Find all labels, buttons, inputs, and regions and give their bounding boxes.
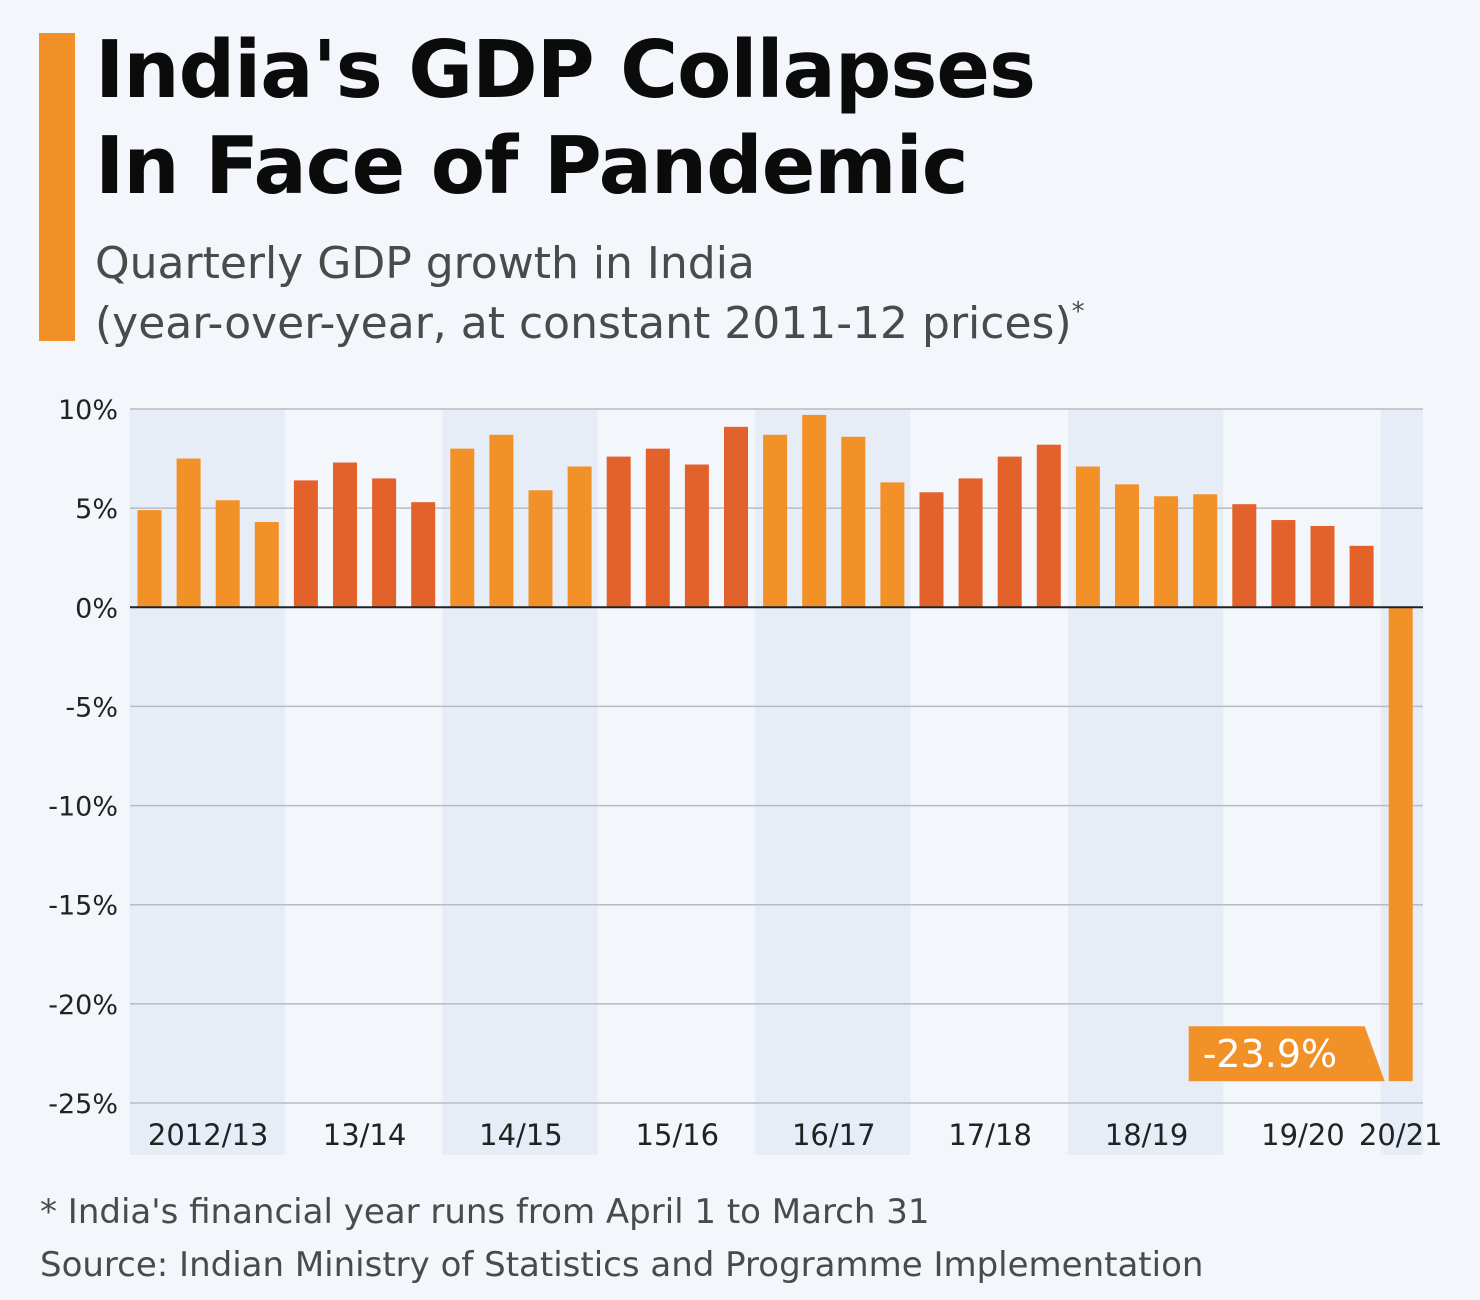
bar bbox=[489, 434, 514, 608]
chart-subtitle: Quarterly GDP growth in India (year-over… bbox=[95, 234, 1395, 354]
bar bbox=[1115, 484, 1139, 608]
subtitle-line-2: (year-over-year, at constant 2011-12 pri… bbox=[95, 294, 1395, 354]
bars bbox=[137, 414, 1413, 1082]
bar bbox=[1349, 545, 1374, 608]
bar bbox=[645, 448, 670, 608]
bar bbox=[1232, 504, 1257, 608]
x-year-label: 14/15 bbox=[479, 1118, 563, 1152]
bar bbox=[763, 434, 788, 608]
x-year-label: 16/17 bbox=[792, 1118, 876, 1152]
title-line-1: India's GDP Collapses bbox=[95, 24, 1036, 116]
bar bbox=[528, 490, 553, 608]
bar bbox=[958, 478, 983, 608]
bar bbox=[215, 500, 240, 608]
y-tick-label: -25% bbox=[48, 1089, 118, 1120]
x-year-label: 2012/13 bbox=[148, 1118, 268, 1152]
bar-chart: 10% 5% 0% -5% -10% -15% -20% -25% 2012/13 13/14 1… bbox=[48, 395, 1443, 1155]
y-tick-label: 0% bbox=[75, 593, 118, 624]
bar bbox=[411, 502, 436, 608]
x-year-label: 15/16 bbox=[636, 1118, 720, 1152]
subtitle-line-2-text: (year-over-year, at constant 2011-12 pri… bbox=[95, 298, 1072, 349]
bar bbox=[841, 436, 866, 608]
bar bbox=[137, 510, 162, 608]
x-year-label: 20/21 bbox=[1359, 1118, 1443, 1152]
y-tick-label: 5% bbox=[75, 494, 118, 525]
bar bbox=[802, 414, 827, 608]
y-tick-label: 10% bbox=[58, 395, 118, 426]
bar bbox=[1036, 444, 1061, 608]
bar bbox=[176, 458, 201, 608]
bar bbox=[1388, 607, 1413, 1082]
bar bbox=[450, 448, 475, 608]
bar bbox=[254, 522, 279, 608]
x-year-label: 17/18 bbox=[948, 1118, 1032, 1152]
source-note: Source: Indian Ministry of Statistics an… bbox=[40, 1245, 1204, 1285]
y-axis-tick-labels: 10% 5% 0% -5% -10% -15% -20% -25% bbox=[48, 395, 118, 1120]
bar bbox=[1310, 525, 1335, 608]
bar bbox=[567, 466, 592, 608]
y-tick-label: -20% bbox=[48, 990, 118, 1021]
bar bbox=[880, 482, 905, 608]
bar bbox=[684, 464, 709, 608]
bar bbox=[919, 492, 944, 608]
chart-title: India's GDP Collapses In Face of Pandemi… bbox=[95, 22, 1395, 214]
x-year-label: 13/14 bbox=[323, 1118, 407, 1152]
footer: * India's financial year runs from April… bbox=[40, 1186, 1440, 1292]
y-tick-label: -15% bbox=[48, 891, 118, 922]
x-year-label: 19/20 bbox=[1261, 1118, 1345, 1152]
bar bbox=[1075, 466, 1100, 608]
value-callout: -23.9% bbox=[1188, 1026, 1385, 1082]
bar bbox=[724, 426, 748, 608]
accent-bar bbox=[39, 33, 75, 341]
bar bbox=[606, 456, 631, 608]
x-year-label: 18/19 bbox=[1105, 1118, 1189, 1152]
title-line-2: In Face of Pandemic bbox=[95, 120, 969, 212]
y-tick-label: -10% bbox=[48, 792, 118, 823]
footnote: * India's financial year runs from April… bbox=[40, 1192, 930, 1232]
subtitle-line-1: Quarterly GDP growth in India bbox=[95, 238, 755, 289]
footnote-mark: * bbox=[1071, 297, 1085, 327]
bar bbox=[333, 462, 357, 608]
callout-label: -23.9% bbox=[1203, 1032, 1337, 1076]
bar bbox=[997, 456, 1022, 608]
bar bbox=[372, 478, 397, 608]
x-axis-year-labels: 2012/13 13/14 14/15 15/16 16/17 17/18 18/19 19/… bbox=[148, 1118, 1443, 1152]
bar bbox=[1154, 496, 1179, 608]
bar bbox=[1193, 494, 1218, 608]
callout-box bbox=[1188, 1026, 1385, 1082]
bar bbox=[1271, 520, 1296, 608]
y-tick-label: -5% bbox=[65, 692, 118, 723]
bar bbox=[293, 480, 318, 608]
